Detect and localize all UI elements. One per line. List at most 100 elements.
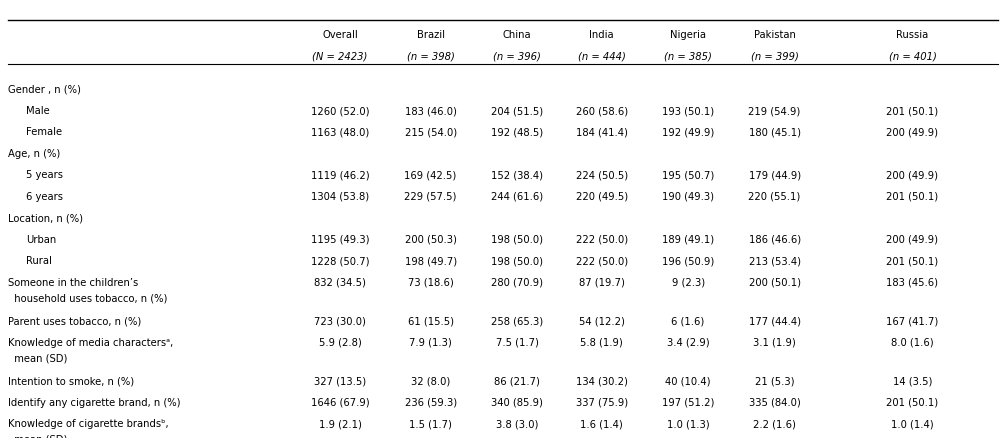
Text: 40 (10.4): 40 (10.4)	[665, 376, 711, 386]
Text: Identify any cigarette brand, n (%): Identify any cigarette brand, n (%)	[8, 398, 180, 408]
Text: 723 (30.0): 723 (30.0)	[314, 316, 366, 326]
Text: 1163 (48.0): 1163 (48.0)	[311, 127, 369, 138]
Text: 134 (30.2): 134 (30.2)	[575, 376, 628, 386]
Text: Gender , n (%): Gender , n (%)	[8, 85, 80, 95]
Text: 832 (34.5): 832 (34.5)	[314, 278, 366, 288]
Text: 200 (49.9): 200 (49.9)	[886, 170, 939, 180]
Text: (n = 385): (n = 385)	[664, 52, 712, 62]
Text: 3.1 (1.9): 3.1 (1.9)	[753, 338, 796, 348]
Text: 215 (54.0): 215 (54.0)	[404, 127, 457, 138]
Text: 200 (50.3): 200 (50.3)	[404, 235, 457, 245]
Text: Female: Female	[26, 127, 62, 138]
Text: 198 (50.0): 198 (50.0)	[491, 235, 543, 245]
Text: (n = 399): (n = 399)	[750, 52, 799, 62]
Text: 177 (44.4): 177 (44.4)	[748, 316, 801, 326]
Text: 183 (46.0): 183 (46.0)	[404, 106, 457, 116]
Text: India: India	[590, 30, 614, 40]
Text: 3.4 (2.9): 3.4 (2.9)	[667, 338, 709, 348]
Text: 335 (84.0): 335 (84.0)	[748, 398, 801, 408]
Text: 14 (3.5): 14 (3.5)	[892, 376, 933, 386]
Text: 1228 (50.7): 1228 (50.7)	[311, 256, 369, 266]
Text: 152 (38.4): 152 (38.4)	[491, 170, 543, 180]
Text: 195 (50.7): 195 (50.7)	[662, 170, 714, 180]
Text: 340 (85.9): 340 (85.9)	[491, 398, 543, 408]
Text: 32 (8.0): 32 (8.0)	[410, 376, 451, 386]
Text: 1646 (67.9): 1646 (67.9)	[311, 398, 369, 408]
Text: 1.5 (1.7): 1.5 (1.7)	[409, 419, 452, 429]
Text: 169 (42.5): 169 (42.5)	[404, 170, 457, 180]
Text: 327 (13.5): 327 (13.5)	[314, 376, 366, 386]
Text: Intention to smoke, n (%): Intention to smoke, n (%)	[8, 376, 134, 386]
Text: 198 (50.0): 198 (50.0)	[491, 256, 543, 266]
Text: 192 (49.9): 192 (49.9)	[662, 127, 714, 138]
Text: 198 (49.7): 198 (49.7)	[404, 256, 457, 266]
Text: mean (SD): mean (SD)	[8, 434, 67, 438]
Text: Location, n (%): Location, n (%)	[8, 213, 83, 223]
Text: Russia: Russia	[896, 30, 929, 40]
Text: 54 (12.2): 54 (12.2)	[578, 316, 625, 326]
Text: Parent uses tobacco, n (%): Parent uses tobacco, n (%)	[8, 316, 141, 326]
Text: 337 (75.9): 337 (75.9)	[575, 398, 628, 408]
Text: 180 (45.1): 180 (45.1)	[748, 127, 801, 138]
Text: 73 (18.6): 73 (18.6)	[407, 278, 454, 288]
Text: 190 (49.3): 190 (49.3)	[662, 192, 714, 202]
Text: 213 (53.4): 213 (53.4)	[748, 256, 801, 266]
Text: 1195 (49.3): 1195 (49.3)	[311, 235, 369, 245]
Text: Brazil: Brazil	[416, 30, 445, 40]
Text: Someone in the children’s: Someone in the children’s	[8, 278, 138, 288]
Text: 204 (51.5): 204 (51.5)	[491, 106, 543, 116]
Text: 5 years: 5 years	[26, 170, 63, 180]
Text: 183 (45.6): 183 (45.6)	[886, 278, 939, 288]
Text: 1.9 (2.1): 1.9 (2.1)	[319, 419, 361, 429]
Text: Knowledge of media charactersᵃ,: Knowledge of media charactersᵃ,	[8, 338, 173, 348]
Text: Overall: Overall	[322, 30, 358, 40]
Text: 5.8 (1.9): 5.8 (1.9)	[580, 338, 623, 348]
Text: (n = 398): (n = 398)	[406, 52, 455, 62]
Text: 179 (44.9): 179 (44.9)	[748, 170, 801, 180]
Text: (N = 2423): (N = 2423)	[312, 52, 368, 62]
Text: 200 (50.1): 200 (50.1)	[748, 278, 801, 288]
Text: 6 (1.6): 6 (1.6)	[671, 316, 705, 326]
Text: (n = 444): (n = 444)	[577, 52, 626, 62]
Text: 6 years: 6 years	[26, 192, 63, 202]
Text: Age, n (%): Age, n (%)	[8, 149, 60, 159]
Text: 224 (50.5): 224 (50.5)	[575, 170, 628, 180]
Text: 1.0 (1.3): 1.0 (1.3)	[667, 419, 709, 429]
Text: 219 (54.9): 219 (54.9)	[748, 106, 801, 116]
Text: 200 (49.9): 200 (49.9)	[886, 235, 939, 245]
Text: 189 (49.1): 189 (49.1)	[662, 235, 714, 245]
Text: 193 (50.1): 193 (50.1)	[662, 106, 714, 116]
Text: China: China	[503, 30, 531, 40]
Text: 260 (58.6): 260 (58.6)	[575, 106, 628, 116]
Text: 244 (61.6): 244 (61.6)	[491, 192, 543, 202]
Text: 236 (59.3): 236 (59.3)	[404, 398, 457, 408]
Text: 192 (48.5): 192 (48.5)	[491, 127, 543, 138]
Text: 5.9 (2.8): 5.9 (2.8)	[319, 338, 361, 348]
Text: 1304 (53.8): 1304 (53.8)	[311, 192, 369, 202]
Text: 7.5 (1.7): 7.5 (1.7)	[496, 338, 538, 348]
Text: 201 (50.1): 201 (50.1)	[886, 106, 939, 116]
Text: 220 (55.1): 220 (55.1)	[748, 192, 801, 202]
Text: (n = 396): (n = 396)	[493, 52, 541, 62]
Text: Nigeria: Nigeria	[670, 30, 706, 40]
Text: 222 (50.0): 222 (50.0)	[575, 235, 628, 245]
Text: 167 (41.7): 167 (41.7)	[886, 316, 939, 326]
Text: 1119 (46.2): 1119 (46.2)	[311, 170, 369, 180]
Text: 201 (50.1): 201 (50.1)	[886, 256, 939, 266]
Text: 86 (21.7): 86 (21.7)	[494, 376, 540, 386]
Text: 186 (46.6): 186 (46.6)	[748, 235, 801, 245]
Text: 8.0 (1.6): 8.0 (1.6)	[891, 338, 934, 348]
Text: 201 (50.1): 201 (50.1)	[886, 398, 939, 408]
Text: 184 (41.4): 184 (41.4)	[575, 127, 628, 138]
Text: 3.8 (3.0): 3.8 (3.0)	[496, 419, 538, 429]
Text: 220 (49.5): 220 (49.5)	[575, 192, 628, 202]
Text: 2.2 (1.6): 2.2 (1.6)	[753, 419, 796, 429]
Text: 222 (50.0): 222 (50.0)	[575, 256, 628, 266]
Text: 280 (70.9): 280 (70.9)	[491, 278, 543, 288]
Text: Rural: Rural	[26, 256, 52, 266]
Text: 229 (57.5): 229 (57.5)	[404, 192, 457, 202]
Text: 1.6 (1.4): 1.6 (1.4)	[580, 419, 623, 429]
Text: Male: Male	[26, 106, 50, 116]
Text: 61 (15.5): 61 (15.5)	[407, 316, 454, 326]
Text: 258 (65.3): 258 (65.3)	[491, 316, 543, 326]
